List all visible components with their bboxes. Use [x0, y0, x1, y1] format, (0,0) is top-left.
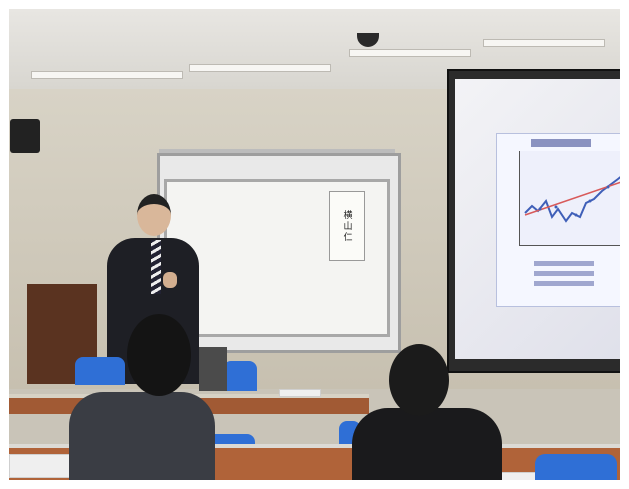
ceiling-light [189, 64, 331, 72]
laptop [199, 347, 227, 391]
whiteboard-sign: 横山仁 [329, 191, 365, 261]
wall-speaker [10, 119, 40, 153]
presenter-tie [151, 240, 161, 294]
presenter-head [137, 194, 171, 236]
photo-frame: 横山仁 [9, 9, 620, 480]
audience-jacket [352, 408, 502, 480]
slide-legend [534, 261, 594, 291]
ceiling-light [349, 49, 471, 57]
presenter-hand-microphone [163, 272, 177, 288]
slide-plot [519, 151, 620, 246]
ceiling-light [483, 39, 605, 47]
slide-title-bar [531, 139, 591, 147]
security-camera [357, 33, 379, 47]
audience-member-left [69, 314, 215, 480]
paper [279, 389, 321, 397]
slide-line-chart [524, 176, 620, 223]
ceiling-light [31, 71, 183, 79]
audience-member-right [352, 344, 502, 480]
blue-chair [535, 454, 617, 480]
audience-head [127, 314, 191, 396]
audience-head [389, 344, 449, 416]
blue-chair [223, 361, 257, 391]
audience-jacket [69, 392, 215, 480]
blue-chair [75, 357, 125, 385]
